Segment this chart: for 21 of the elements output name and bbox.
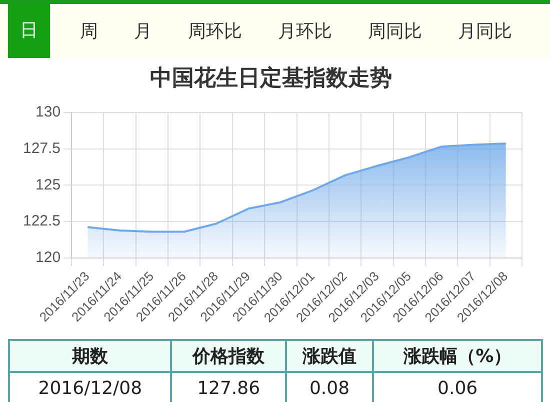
y-tick-label: 120	[36, 249, 61, 266]
text: 月环比	[278, 20, 332, 43]
text: 涨跌幅（%）	[373, 340, 542, 372]
text: 周同比	[368, 20, 422, 43]
y-tick-label: 130	[36, 104, 61, 121]
text: 0.08	[286, 372, 374, 402]
text: 0.06	[373, 372, 542, 402]
text: 涨跌值	[286, 340, 374, 372]
text: 月同比	[458, 20, 512, 43]
text: 周环比	[188, 20, 242, 43]
text: 价格指数	[171, 340, 286, 372]
text: 期数	[9, 340, 172, 372]
y-tick-label: 125	[36, 176, 61, 194]
text: 周	[80, 20, 98, 43]
text: 127.86	[171, 372, 286, 402]
text: 日	[8, 4, 50, 58]
text: 月	[134, 20, 152, 43]
chart-title: 中国花生日定基指数走势	[150, 64, 392, 91]
y-tick-label: 122.5	[22, 212, 61, 230]
text: 2016/12/08	[9, 372, 172, 402]
y-tick-label: 127.5	[22, 140, 61, 157]
